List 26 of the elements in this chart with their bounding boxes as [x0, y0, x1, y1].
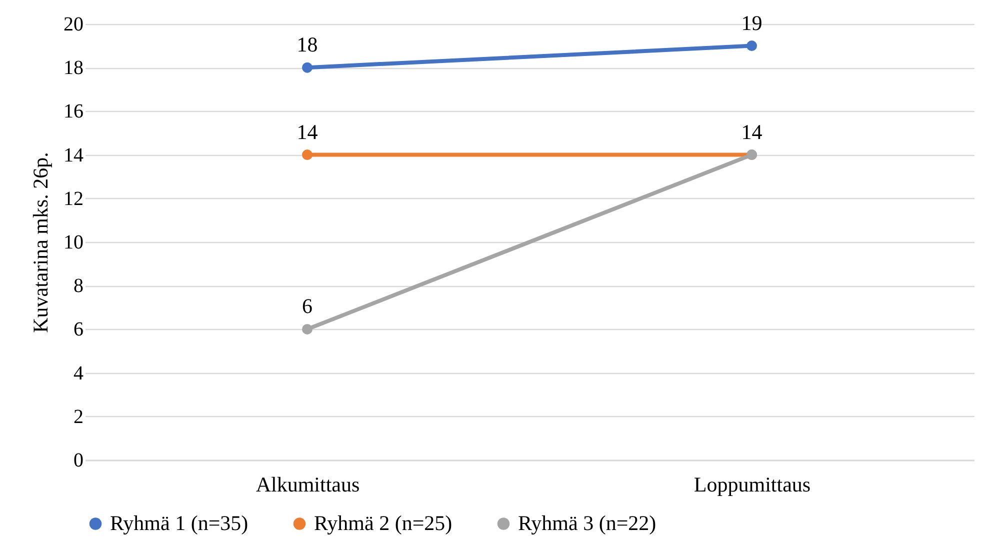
- data-label: 19: [741, 10, 762, 35]
- point: [302, 62, 312, 73]
- y-tick-label: 10: [64, 232, 84, 254]
- y-axis-title: Kuvatarina mks. 26p.: [28, 152, 52, 333]
- y-tick-label: 0: [74, 450, 84, 472]
- point: [746, 40, 757, 52]
- y-tick-label: 6: [74, 318, 84, 341]
- y-tick-label: 18: [64, 57, 84, 80]
- legend-label: Ryhmä 2 (n=25): [314, 510, 452, 535]
- x-tick-label: Alkumittaus: [256, 472, 360, 496]
- data-label: 18: [296, 32, 318, 57]
- point: [302, 324, 312, 334]
- legend-label: Ryhmä 3 (n=22): [518, 510, 656, 535]
- point: [302, 150, 312, 160]
- data-label: 6: [302, 294, 312, 318]
- y-tick-label: 4: [74, 362, 84, 384]
- y-tick-label: 2: [74, 406, 84, 428]
- legend-label: Ryhmä 1 (n=35): [110, 510, 248, 535]
- y-tick-label: 16: [64, 100, 84, 123]
- data-label: 14: [296, 120, 318, 144]
- y-tick-label: 12: [64, 188, 84, 210]
- y-tick-label: 20: [64, 14, 84, 36]
- y-tick-label: 8: [74, 275, 84, 298]
- x-tick-label: Loppumittaus: [694, 472, 811, 496]
- y-tick-label: 14: [64, 144, 84, 166]
- data-label: 14: [741, 120, 763, 144]
